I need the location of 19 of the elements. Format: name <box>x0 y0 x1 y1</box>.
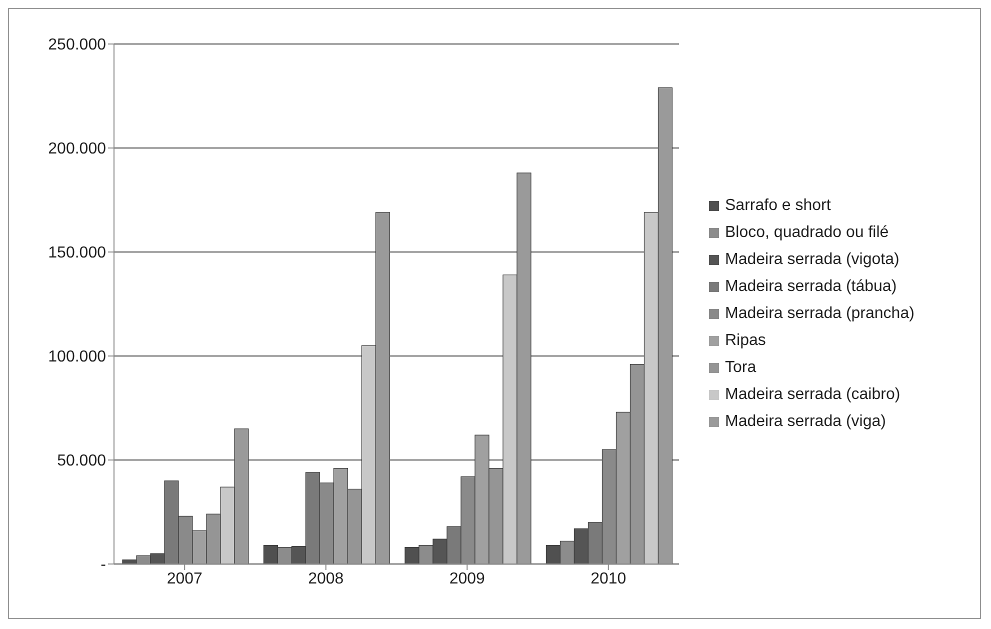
y-tick-label: 250.000 <box>48 36 106 54</box>
legend-label: Ripas <box>725 332 766 350</box>
x-tick-label: 2010 <box>590 570 626 587</box>
legend-label: Madeira serrada (viga) <box>725 412 886 430</box>
legend-label: Tora <box>725 358 756 376</box>
y-tick-label: 200.000 <box>48 140 106 158</box>
legend-label: Bloco, quadrado ou filé <box>725 224 889 242</box>
legend-label: Madeira serrada (tábua) <box>725 278 897 296</box>
x-tick-label: 2008 <box>308 570 344 587</box>
y-tick-label: 50.000 <box>57 452 106 470</box>
legend-label: Madeira serrada (vigota) <box>725 250 900 268</box>
x-tick-label: 2009 <box>449 570 486 587</box>
legend-label: Madeira serrada (prancha) <box>725 304 914 322</box>
legend-label: Madeira serrada (caibro) <box>725 386 900 404</box>
y-tick-label: 150.000 <box>48 244 106 262</box>
y-tick-label: 100.000 <box>48 348 106 366</box>
y-tick-label: - <box>100 556 106 574</box>
legend-label: Sarrafo e short <box>725 196 831 214</box>
x-tick-label: 2007 <box>166 570 203 587</box>
